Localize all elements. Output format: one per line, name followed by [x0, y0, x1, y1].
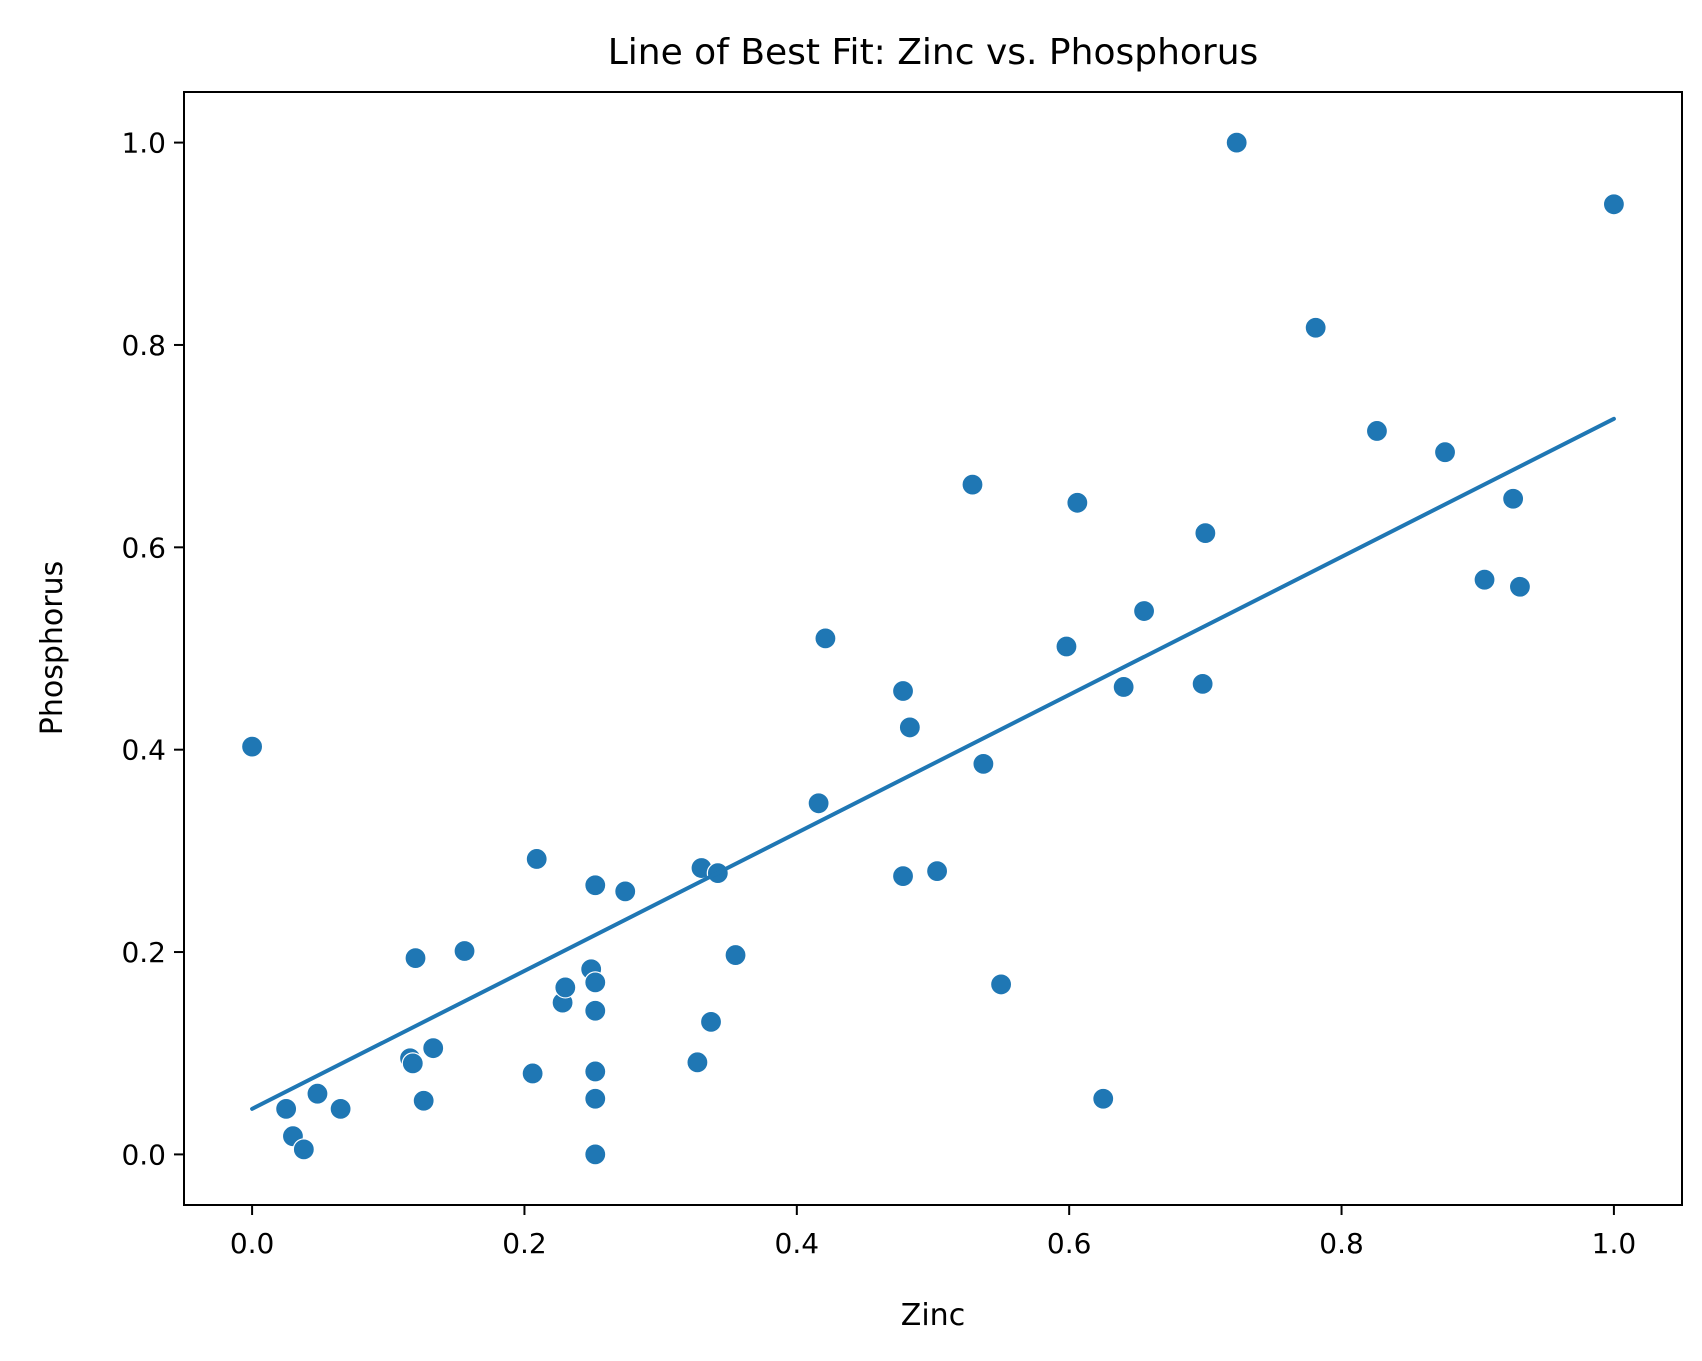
data-point: [412, 1089, 435, 1112]
data-point: [1304, 316, 1327, 339]
data-point: [1225, 131, 1248, 154]
data-point: [972, 752, 995, 775]
data-point: [1055, 635, 1078, 658]
data-point: [1132, 599, 1156, 623]
y-tick-label: 0.2: [121, 936, 166, 969]
x-tick-label: 1.0: [1592, 1227, 1637, 1260]
data-point: [584, 874, 607, 897]
data-point: [292, 1138, 315, 1161]
best-fit-line-group: [250, 416, 1616, 1111]
data-point: [898, 716, 921, 739]
data-point: [814, 627, 837, 650]
data-point: [584, 1087, 607, 1110]
data-point: [306, 1082, 329, 1105]
data-point: [584, 971, 607, 994]
data-point: [329, 1097, 352, 1120]
data-point: [807, 792, 830, 815]
data-point: [525, 847, 548, 871]
y-tick-label: 1.0: [121, 127, 166, 160]
y-tick-label: 0.0: [121, 1138, 166, 1171]
plot-area-frame: [183, 91, 1683, 1206]
x-tick-label: 0.6: [1047, 1227, 1092, 1260]
data-point: [1365, 419, 1389, 443]
data-point: [1066, 491, 1089, 514]
x-tick-label: 0.4: [775, 1227, 820, 1260]
data-point: [724, 943, 747, 967]
x-tick-label: 0.0: [230, 1227, 275, 1260]
data-point: [584, 999, 607, 1022]
data-point: [1473, 568, 1496, 591]
data-point: [521, 1062, 544, 1085]
data-point: [891, 865, 915, 888]
data-point: [989, 973, 1013, 996]
chart-title: Line of Best Fit: Zinc vs. Phosphorus: [608, 32, 1259, 73]
data-point: [1194, 522, 1217, 545]
y-tick-label: 0.6: [121, 531, 166, 564]
data-points: [240, 131, 1626, 1166]
y-tick-label: 0.8: [121, 329, 166, 362]
data-point: [1508, 575, 1532, 598]
data-point: [584, 1060, 607, 1083]
data-point: [1602, 193, 1626, 216]
data-point: [891, 679, 915, 703]
data-point: [404, 947, 427, 970]
data-point: [614, 880, 637, 903]
data-point: [1092, 1087, 1115, 1110]
y-tick-label: 0.4: [121, 734, 166, 767]
data-point: [275, 1097, 298, 1120]
y-axis-label: Phosphorus: [35, 561, 70, 735]
data-point: [401, 1052, 424, 1075]
x-axis-ticks: 0.0 0.2 0.4 0.6 0.8 1.0: [230, 1205, 1636, 1260]
y-axis-ticks: 0.0 0.2 0.4 0.6 0.8 1.0: [121, 127, 184, 1171]
data-point: [1433, 441, 1457, 464]
data-point: [422, 1037, 445, 1060]
data-point: [584, 1143, 607, 1166]
data-point: [925, 859, 949, 883]
data-point: [1502, 487, 1525, 510]
data-point: [554, 976, 577, 999]
data-point: [1191, 672, 1214, 696]
data-point: [1112, 675, 1135, 699]
data-point: [240, 735, 264, 758]
data-point: [686, 1051, 709, 1074]
data-point: [699, 1010, 723, 1033]
x-axis-label: Zinc: [901, 1298, 965, 1333]
x-tick-label: 0.8: [1319, 1227, 1364, 1260]
data-point: [453, 939, 476, 963]
x-tick-label: 0.2: [502, 1227, 547, 1260]
data-point: [961, 473, 984, 496]
best-fit-line: [250, 416, 1616, 1111]
